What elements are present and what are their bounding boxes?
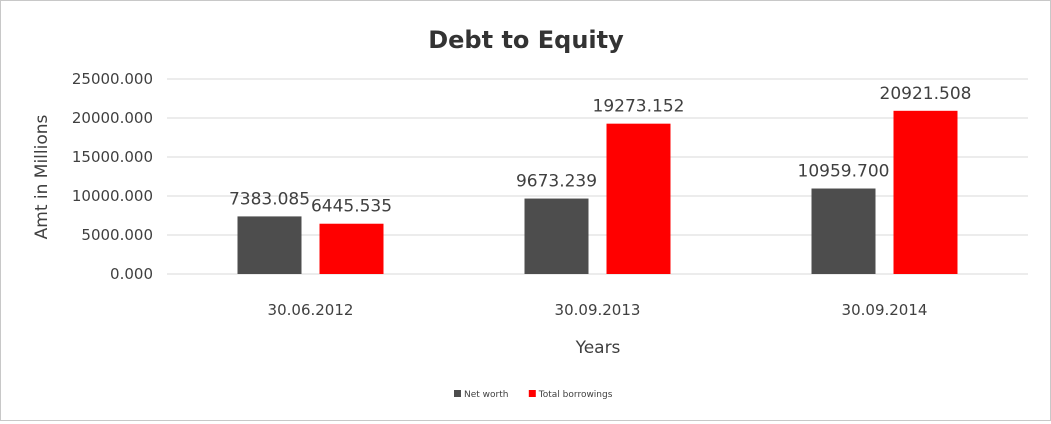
data-label: 20921.508 [880,84,972,104]
bar-net-worth [811,188,876,274]
bar-total-borrowings [319,223,384,274]
y-tick-label: 0.000 [110,265,153,283]
y-tick-label: 10000.000 [72,187,153,205]
data-label: 7383.085 [229,189,310,209]
bar-total-borrowings [606,123,671,275]
legend-label: Total borrowings [538,390,613,400]
data-label: 9673.239 [516,172,597,192]
legend: Net worth Total borrowings [454,390,613,400]
bar-total-borrowings [893,110,958,274]
gridlines [167,78,1028,275]
data-label: 19273.152 [593,97,685,117]
data-label: 6445.535 [311,197,392,217]
data-label: 10959.700 [798,162,890,182]
y-axis: 0.000 5000.000 10000.000 15000.000 20000.000… [72,70,153,283]
x-tick-label: 30.06.2012 [268,301,354,319]
x-tick-label: 30.09.2013 [555,301,641,319]
legend-swatch [454,390,461,397]
bar-net-worth [237,216,302,274]
y-tick-label: 15000.000 [72,148,153,166]
y-tick-label: 25000.000 [72,70,153,88]
legend-swatch [528,390,536,397]
y-tick-label: 20000.000 [72,109,153,127]
legend-label: Net worth [464,390,508,400]
x-tick-label: 30.09.2014 [842,301,928,319]
y-tick-label: 5000.000 [81,226,153,244]
bar-net-worth [524,198,589,274]
bars: 7383.085 6445.535 9673.239 19273.152 10959.7… [229,84,972,275]
x-axis-label: Years [575,338,621,358]
x-axis: 30.06.2012 30.09.2013 30.09.2014 [268,301,928,319]
chart-title: Debt to Equity [428,26,624,54]
y-axis-label: Amt in Millions [32,114,52,239]
